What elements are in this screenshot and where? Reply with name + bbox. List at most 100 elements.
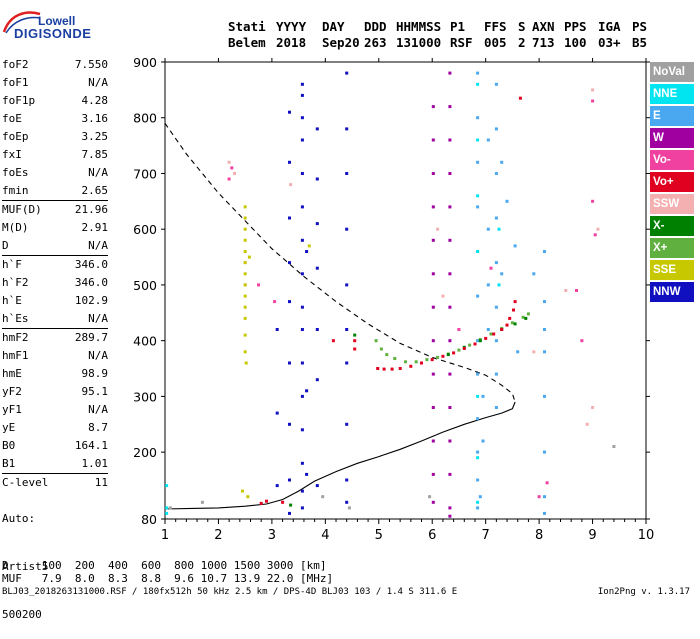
param-name: fxI	[2, 148, 22, 161]
auto-program: Artist5	[2, 560, 49, 573]
param-row: fxI 7.85	[2, 146, 108, 164]
echo-mark-nnw	[315, 378, 319, 382]
echo-mark-nnw	[288, 110, 291, 114]
echo-mark-vo-	[518, 96, 522, 100]
echo-mark-x-	[457, 348, 461, 352]
echo-mark-w	[431, 272, 435, 276]
echo-mark-nnw	[288, 361, 291, 365]
x-tick-label: 10	[638, 528, 655, 543]
echo-mark-nnw	[300, 82, 304, 86]
echo-mark-sse	[244, 361, 248, 365]
echo-mark-e	[513, 244, 517, 248]
echo-mark-nnw	[300, 361, 304, 365]
x-tick-label: 6	[428, 528, 436, 543]
echo-mark-noval	[168, 506, 172, 510]
y-tick-label: 80	[141, 512, 157, 527]
echo-mark-sse	[243, 333, 247, 337]
param-row: MUF(D) 21.96	[2, 200, 108, 219]
echo-mark-w	[448, 205, 452, 209]
echo-mark-vo-	[331, 339, 335, 343]
echo-mark-nne	[476, 194, 480, 198]
param-row: yF1 N/A	[2, 401, 108, 419]
echo-mark-ssw	[532, 350, 536, 354]
echo-mark-nnw	[300, 328, 304, 331]
echo-mark-nnw	[300, 138, 304, 142]
x-tick-label: 9	[588, 528, 596, 543]
echo-mark-e	[476, 116, 480, 120]
echo-mark-nnw	[275, 411, 279, 415]
header-label-10: IGA	[598, 19, 621, 34]
param-name: foF2	[2, 58, 29, 71]
param-name: h`Es	[2, 312, 29, 325]
echo-mark-nnw	[345, 127, 349, 131]
param-name: h`E	[2, 294, 22, 307]
param-value: N/A	[88, 76, 108, 89]
echo-mark-ssw	[564, 289, 568, 292]
legend-item-nne: NNE	[650, 84, 694, 104]
echo-mark-sse	[243, 316, 247, 320]
echo-mark-nne	[165, 506, 169, 510]
echo-mark-vo-	[473, 342, 477, 346]
echo-mark-nne	[476, 82, 480, 86]
echo-mark-x-	[510, 321, 514, 325]
echo-mark-w	[448, 472, 452, 476]
echo-mark-ssw	[441, 294, 445, 298]
echo-mark-sse	[243, 305, 247, 309]
param-value: N/A	[88, 312, 108, 325]
y-tick-label: 600	[133, 222, 157, 237]
param-value: 346.0	[74, 276, 108, 289]
echo-mark-nnw	[300, 506, 304, 510]
echo-mark-x-	[446, 353, 450, 357]
echo-mark-vo-	[353, 339, 357, 343]
param-value: 98.9	[81, 367, 109, 380]
header-label-0: Stati	[228, 19, 266, 34]
echo-mark-w	[431, 500, 435, 504]
echo-mark-nnw	[305, 250, 309, 253]
echo-mark-vo-	[382, 367, 386, 371]
echo-mark-e	[494, 216, 498, 220]
echo-mark-vo-	[257, 283, 260, 287]
echo-mark-nnw	[345, 478, 349, 482]
echo-mark-vo-	[575, 289, 578, 292]
echo-mark-e	[494, 261, 498, 265]
echo-mark-vo-	[441, 354, 445, 358]
echo-mark-vo-	[505, 323, 509, 327]
header-label-8: AXN	[532, 19, 555, 34]
param-row: foF1p 4.28	[2, 92, 108, 110]
echo-mark-x-	[404, 360, 407, 364]
echo-mark-x-	[353, 333, 357, 337]
echo-mark-w	[448, 272, 452, 276]
legend-item-vo-: Vo-	[650, 150, 694, 170]
param-row: M(D) 2.91	[2, 219, 108, 237]
echo-mark-e	[543, 300, 546, 304]
param-value: 21.96	[74, 203, 108, 216]
y-tick-label: 700	[133, 166, 157, 181]
param-name: B0	[2, 439, 16, 452]
param-row: foEs N/A	[2, 164, 108, 182]
echo-mark-e	[486, 328, 490, 331]
echo-mark-w	[448, 71, 452, 75]
echo-mark-nne	[497, 227, 501, 231]
header-value-4: 131000	[396, 35, 442, 50]
echo-mark-vo-	[591, 199, 595, 203]
echo-mark-nne	[165, 511, 169, 515]
echo-mark-nnw	[300, 205, 304, 209]
param-row: B1 1.01	[2, 455, 108, 473]
echo-mark-w	[448, 105, 452, 109]
echo-mark-e	[494, 172, 498, 175]
echo-mark-w	[448, 305, 452, 309]
echo-mark-vo-	[462, 347, 466, 350]
echo-mark-nnw	[300, 272, 304, 276]
echo-mark-sse	[243, 261, 247, 265]
echo-mark-nnw	[305, 389, 309, 393]
echo-mark-e	[516, 350, 520, 354]
param-row: hmE 98.9	[2, 365, 108, 383]
echo-mark-nnw	[345, 500, 349, 504]
param-row: h`F 346.0	[2, 255, 108, 274]
echo-mark-x-	[478, 339, 482, 343]
echo-mark-w	[431, 305, 435, 309]
echo-mark-e	[494, 127, 498, 131]
param-name: C-level	[2, 476, 49, 489]
param-name: D	[2, 239, 9, 252]
header-value-9: 100	[564, 35, 587, 50]
